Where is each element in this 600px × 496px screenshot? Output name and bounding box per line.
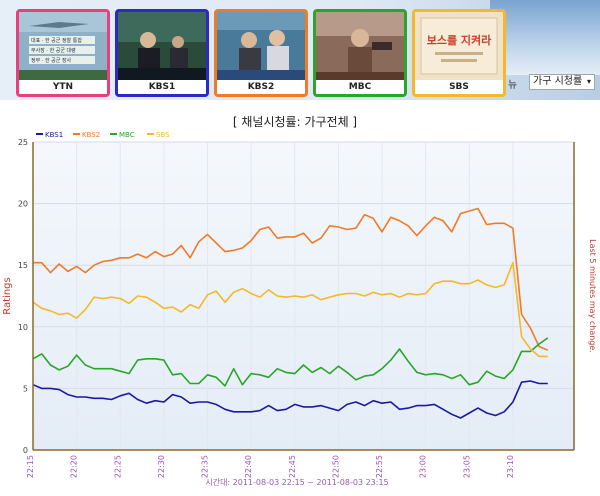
sbs-thumbnail: 보스를 지켜라 [415, 12, 503, 80]
sky-background [490, 0, 600, 75]
channel-card-ytn[interactable]: 대표 · 한 공군 정찰 통합 부사장 · 한 공군 대령 정부 · 한 공군 … [16, 9, 110, 97]
mbc-thumbnail [316, 12, 404, 80]
ytn-thumb-line-1: 대표 · 한 공군 정찰 통합 [31, 37, 82, 44]
legend-label-kbs2: KBS2 [82, 131, 100, 139]
ytn-thumb-line-2: 부사장 · 한 공군 대령 [31, 47, 76, 54]
x-tick-label: 22:50 [331, 455, 340, 478]
channel-label-mbc: MBC [316, 80, 404, 94]
x-tick-label: 22:40 [244, 455, 253, 478]
chart-legend: KBS1 KBS2 MBC SBS [36, 131, 170, 139]
x-tick-label: 23:05 [462, 455, 471, 478]
channel-card-kbs1[interactable]: KBS1 [115, 9, 209, 97]
x-tick-label: 22:45 [288, 455, 297, 478]
legend-label-mbc: MBC [119, 131, 135, 139]
y-axis-label: Ratings [2, 277, 13, 314]
y-tick-label: 10 [18, 323, 28, 332]
y-tick-label: 25 [18, 138, 28, 147]
channel-label-sbs: SBS [415, 80, 503, 94]
sbs-thumb-title: 보스를 지켜라 [427, 33, 492, 47]
channel-bar: 대표 · 한 공군 정찰 통합 부사장 · 한 공군 대령 정부 · 한 공군 … [0, 0, 600, 100]
plot-frame [32, 142, 575, 451]
more-link[interactable]: 뉴 [508, 80, 518, 91]
ytn-thumbnail: 대표 · 한 공군 정찰 통합 부사장 · 한 공군 대령 정부 · 한 공군 … [19, 12, 107, 80]
x-tick-label: 22:30 [157, 455, 166, 478]
kbs2-thumbnail [217, 12, 305, 80]
series-line-kbs2 [33, 207, 549, 351]
series-lines [32, 207, 549, 419]
kbs1-thumbnail [118, 12, 206, 80]
time-range-footer: 시간대: 2011-08-03 22:15 ~ 2011-08-03 23:15 [205, 477, 388, 487]
legend-label-kbs1: KBS1 [45, 131, 63, 139]
chart-title: [ 채널시청률: 가구전체 ] [233, 115, 357, 129]
x-tick-label: 23:00 [419, 455, 428, 478]
x-tick-label: 22:15 [26, 455, 35, 478]
y-tick-label: 15 [18, 261, 28, 270]
channel-card-kbs2[interactable]: KBS2 [214, 9, 308, 97]
channel-label-kbs2: KBS2 [217, 80, 305, 94]
channel-card-mbc[interactable]: MBC [313, 9, 407, 97]
x-tick-label: 22:35 [201, 455, 210, 478]
metric-select-value: 가구 시청률 [533, 76, 583, 87]
y-tick-label: 5 [23, 384, 28, 393]
x-tick-label: 22:25 [113, 455, 122, 478]
y-tick-label: 20 [18, 200, 28, 209]
y-axis: 0 5 10 15 20 25 [18, 138, 28, 455]
chart-area: [ 채널시청률: 가구전체 ] KBS1 KBS2 MBC SBS 0 5 10 15 20 2… [0, 100, 600, 492]
channel-label-kbs1: KBS1 [118, 80, 206, 94]
x-axis: 22:15 22:20 22:25 22:30 22:35 22:40 22:45 22:50… [26, 455, 515, 478]
x-tick-label: 22:20 [70, 455, 79, 478]
ratings-chart: [ 채널시청률: 가구전체 ] KBS1 KBS2 MBC SBS 0 5 10 15 20 2… [2, 115, 597, 487]
right-axis-note: Last 5 minutes may change. [588, 239, 597, 353]
series-line-kbs1 [32, 380, 548, 419]
x-tick-label: 23:10 [506, 455, 515, 478]
y-tick-label: 0 [23, 446, 28, 455]
series-line-sbs [32, 261, 548, 358]
series-line-mbc [32, 337, 549, 387]
chevron-down-icon: ▾ [586, 77, 591, 86]
legend-label-sbs: SBS [156, 131, 170, 139]
ytn-thumb-line-3: 정부 · 한 공군 장사 [31, 57, 72, 64]
x-tick-label: 22:55 [375, 455, 384, 478]
metric-select[interactable]: 가구 시청률 ▾ [529, 74, 595, 90]
plot-background [33, 142, 574, 450]
channel-card-sbs[interactable]: 보스를 지켜라 SBS [412, 9, 506, 97]
channel-label-ytn: YTN [19, 80, 107, 94]
